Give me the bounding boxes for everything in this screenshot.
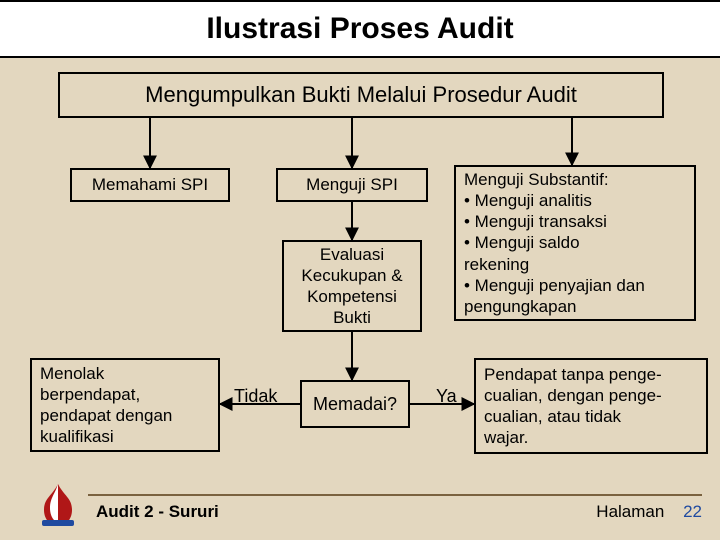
node-substantive: Menguji Substantif: • Menguji analitis •… — [454, 165, 696, 321]
logo-icon — [32, 478, 84, 530]
page-title: Ilustrasi Proses Audit — [206, 12, 513, 46]
footer-page: Halaman 22 — [596, 502, 702, 522]
footer-course: Audit 2 - Sururi — [96, 502, 219, 522]
footer-rule — [88, 494, 702, 496]
node-gather: Mengumpulkan Bukti Melalui Prosedur Audi… — [58, 72, 664, 118]
node-understand: Memahami SPI — [70, 168, 230, 202]
edge-label-ya: Ya — [436, 386, 457, 407]
node-test_spi: Menguji SPI — [276, 168, 428, 202]
node-adequate: Memadai? — [300, 380, 410, 428]
footer-page-number: 22 — [683, 502, 702, 521]
footer: Audit 2 - Sururi Halaman 22 — [18, 476, 702, 532]
node-opinion: Pendapat tanpa penge- cualian, dengan pe… — [474, 358, 708, 454]
edge-label-tidak: Tidak — [234, 386, 277, 407]
node-evaluate: Evaluasi Kecukupan & Kompetensi Bukti — [282, 240, 422, 332]
node-reject: Menolak berpendapat, pendapat dengan kua… — [30, 358, 220, 452]
title-band: Ilustrasi Proses Audit — [0, 0, 720, 58]
footer-page-label: Halaman — [596, 502, 664, 521]
